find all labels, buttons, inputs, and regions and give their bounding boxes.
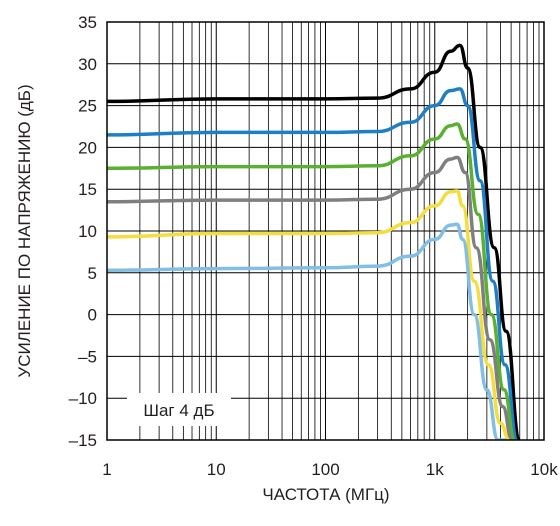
series-line-5 — [107, 189, 510, 440]
annotation-box — [127, 393, 231, 426]
x-tick-label: 100 — [311, 460, 339, 479]
y-tick-label: 20 — [78, 138, 97, 157]
y-tick-label: 15 — [78, 180, 97, 199]
y-tick-label: –15 — [69, 431, 97, 450]
series-line-3 — [107, 122, 517, 440]
series-lines — [107, 43, 522, 440]
series-line-6 — [107, 222, 507, 440]
series-line-1 — [107, 43, 522, 440]
y-tick-label: 30 — [78, 55, 97, 74]
x-axis-ticks: 1 10 100 1k 10k — [102, 460, 558, 479]
series-line-4 — [107, 155, 514, 440]
x-tick-label: 1k — [426, 460, 444, 479]
y-tick-label: –10 — [69, 389, 97, 408]
annotation-text: Шаг 4 дБ — [143, 401, 214, 420]
y-tick-label: 10 — [78, 222, 97, 241]
y-tick-label: 35 — [78, 13, 97, 32]
y-axis-label: УСИЛЕНИЕ ПО НАПРЯЖЕНИЮ (дБ) — [15, 84, 34, 377]
step-annotation: Шаг 4 дБ — [127, 393, 231, 426]
y-tick-label: 5 — [88, 264, 97, 283]
x-tick-label: 10 — [207, 460, 226, 479]
x-axis-label: ЧАСТОТА (МГц) — [262, 485, 389, 504]
plot-frame — [106, 21, 545, 441]
y-axis-ticks: 35 30 25 20 15 10 5 0 –5 –10 –15 — [69, 13, 97, 450]
y-tick-label: –5 — [78, 347, 97, 366]
y-tick-label: 0 — [88, 306, 97, 325]
x-tick-label: 1 — [102, 460, 111, 479]
plot-grid — [106, 21, 544, 441]
x-tick-label: 10k — [530, 460, 558, 479]
series-line-2 — [107, 87, 520, 440]
y-tick-label: 25 — [78, 97, 97, 116]
